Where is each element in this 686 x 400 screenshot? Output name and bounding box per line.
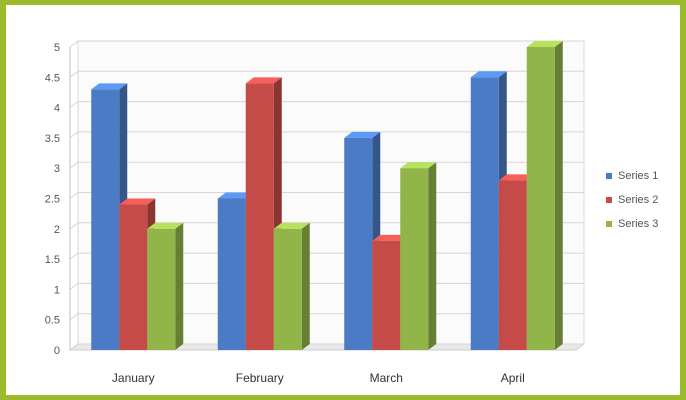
bar-top — [400, 162, 437, 169]
legend-swatch — [606, 173, 612, 179]
y-tick-label: 0 — [54, 345, 60, 357]
bar-front — [273, 228, 302, 350]
legend: Series 1 Series 2 Series 3 — [606, 170, 658, 230]
y-tick-label: 4 — [54, 103, 60, 115]
bar-top — [245, 77, 282, 84]
bar — [273, 222, 310, 350]
bar-top — [217, 192, 254, 199]
bar-front — [526, 47, 555, 350]
bar-top — [91, 83, 128, 90]
bar-top — [498, 174, 535, 181]
bar-top — [147, 222, 184, 229]
gridline — [69, 40, 584, 48]
bar-chart: 0 0.5 1 1.5 2 2.5 3 3.5 4 4.5 5 January February Mar… — [45, 40, 658, 385]
x-tick-label: March — [370, 371, 403, 385]
bar-top — [119, 198, 156, 205]
legend-swatch — [606, 197, 612, 203]
bar-side — [554, 41, 563, 350]
y-tick-label: 5 — [54, 42, 60, 54]
gridline — [69, 101, 584, 108]
bar-front — [498, 180, 527, 350]
bars — [91, 41, 563, 351]
y-tick-label: 1 — [54, 284, 60, 296]
bar — [526, 41, 563, 350]
bar-front — [400, 168, 429, 350]
y-tick-label: 2 — [54, 224, 60, 236]
bar-top — [470, 71, 507, 78]
chart-frame: 0 0.5 1 1.5 2 2.5 3 3.5 4 4.5 5 January February Mar… — [6, 5, 680, 395]
bar-side — [301, 222, 310, 350]
bar-top — [344, 131, 381, 138]
x-tick-label: January — [112, 371, 155, 385]
y-tick-label: 3 — [54, 163, 60, 175]
y-tick-label: 2.5 — [45, 194, 60, 206]
bar-side — [175, 222, 184, 350]
x-axis-ticks: January February March April — [112, 371, 525, 385]
bar — [400, 162, 437, 350]
legend-label: Series 2 — [618, 194, 658, 206]
bar — [147, 222, 184, 350]
y-tick-label: 0.5 — [45, 315, 60, 327]
bar-front — [470, 77, 499, 351]
legend-label: Series 1 — [618, 170, 658, 182]
bar-top — [372, 234, 409, 241]
bar-top — [526, 41, 563, 47]
bar-front — [91, 89, 120, 351]
gridline — [69, 70, 584, 78]
legend-entry: Series 2 — [606, 194, 658, 206]
y-tick-label: 4.5 — [45, 72, 60, 84]
bar-top — [273, 222, 310, 229]
bar-front — [119, 204, 148, 350]
legend-swatch — [606, 221, 612, 227]
legend-entry: Series 3 — [606, 218, 658, 230]
y-tick-label: 1.5 — [45, 254, 60, 266]
bar-front — [217, 198, 246, 350]
legend-entry: Series 1 — [606, 170, 658, 182]
bar-front — [344, 137, 373, 350]
bar-front — [372, 240, 401, 350]
x-tick-label: April — [501, 371, 525, 385]
y-axis-ticks: 0 0.5 1 1.5 2 2.5 3 3.5 4 4.5 5 — [45, 42, 60, 357]
legend-label: Series 3 — [618, 218, 658, 230]
bar-front — [147, 228, 176, 350]
gridline — [69, 131, 584, 139]
bar-side — [428, 162, 437, 350]
bar-front — [245, 83, 274, 351]
x-tick-label: February — [236, 371, 284, 385]
y-tick-label: 3.5 — [45, 133, 60, 145]
